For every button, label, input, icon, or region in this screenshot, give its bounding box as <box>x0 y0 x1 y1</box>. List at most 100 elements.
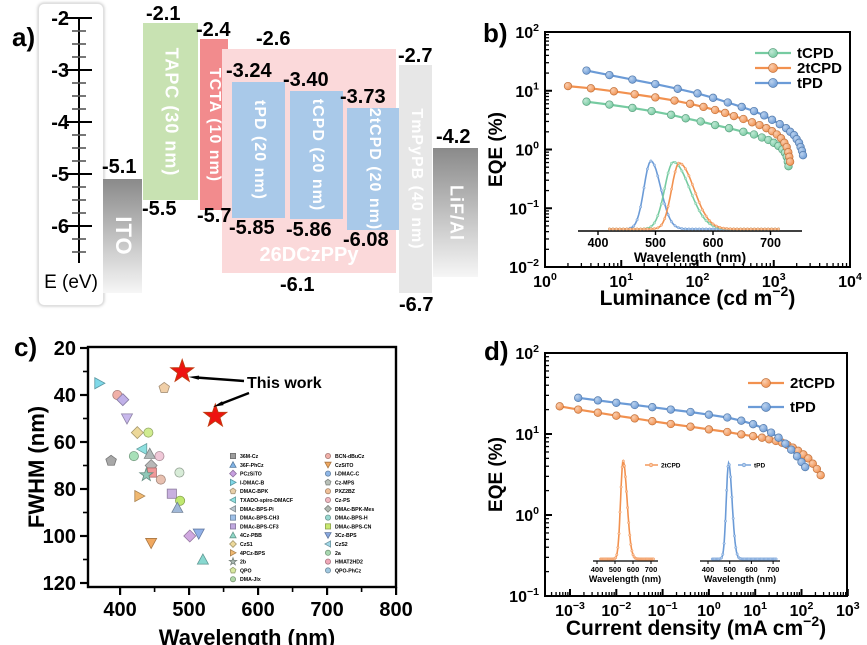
svg-text:101: 101 <box>515 424 539 444</box>
svg-text:3Cz-BPS: 3Cz-BPS <box>335 533 357 539</box>
svg-text:tPD: tPD <box>790 399 816 416</box>
svg-text:DMAC-BPK: DMAC-BPK <box>240 489 268 495</box>
svg-text:40: 40 <box>54 385 76 407</box>
eqe-vs-luminance-chart: 100 101 102 103 104 102 101 100 10−1 10−2 Luminanc… <box>486 22 862 310</box>
svg-text:4Cz-PBB: 4Cz-PBB <box>240 533 262 539</box>
svg-text:101: 101 <box>515 81 539 101</box>
layer-tmpypb: TmPyPB (40 nm) <box>399 65 432 293</box>
svg-text:tPD: tPD <box>754 463 766 470</box>
layer-tcpd: tCPD (20 nm) <box>290 91 343 219</box>
svg-text:DMA-Jlx: DMA-Jlx <box>240 577 261 583</box>
svg-text:-3: -3 <box>51 60 69 82</box>
layer-tcta-label: TCTA (10 nm) <box>206 67 223 182</box>
panel-c-tag: c) <box>14 332 38 362</box>
panel-b-tag: b) <box>483 18 508 48</box>
energy-label: -2.6 <box>256 28 291 50</box>
axes: 400 500 600 700 800 20 40 60 80 100 120 Wavelength … <box>24 338 413 645</box>
svg-text:Wavelength (nm): Wavelength (nm) <box>704 574 776 584</box>
energy-label: -5.86 <box>286 219 332 241</box>
svg-text:EQE (%): EQE (%) <box>486 112 507 187</box>
energy-level-diagram: -2 -3 -4 -5 -6 E (eV) ITO TAPC (30 nm) TCTA (10… <box>0 0 480 322</box>
energy-label: -6.1 <box>280 274 315 296</box>
svg-text:500: 500 <box>172 599 205 621</box>
svg-text:-2: -2 <box>51 8 69 30</box>
layer-tapc-label: TAPC (30 nm) <box>161 47 181 176</box>
layer-tpd: tPD (20 nm) <box>232 82 285 218</box>
layer-lifal: LiF/Al <box>433 148 478 277</box>
svg-text:10−1: 10−1 <box>648 600 678 620</box>
svg-text:104: 104 <box>838 271 862 291</box>
energy-label: -3.73 <box>340 86 386 108</box>
energy-label: -6.08 <box>343 229 389 251</box>
svg-text:2tCPD: 2tCPD <box>661 463 681 470</box>
svg-text:102: 102 <box>686 271 710 291</box>
this-work-annotation: This work <box>169 357 322 428</box>
svg-text:100: 100 <box>515 505 539 525</box>
svg-text:l-DMAC-C: l-DMAC-C <box>335 472 359 478</box>
layer-tcpd-label: tCPD (20 nm) <box>308 98 326 212</box>
axes: 100 101 102 103 104 102 101 100 10−1 10−2 Luminanc… <box>486 22 862 310</box>
svg-text:700: 700 <box>767 565 780 574</box>
energy-label: -2.4 <box>196 19 231 41</box>
svg-text:10−1: 10−1 <box>509 198 539 218</box>
svg-text:This work: This work <box>247 375 322 392</box>
svg-text:400: 400 <box>591 565 604 574</box>
svg-text:Current density (mA cm−2): Current density (mA cm−2) <box>566 613 826 640</box>
svg-text:tPD: tPD <box>797 75 823 92</box>
svg-text:-6: -6 <box>51 216 69 238</box>
layer-ito-label: ITO <box>110 216 136 256</box>
svg-text:TXADO-spiro-DMACF: TXADO-spiro-DMACF <box>240 498 293 504</box>
svg-text:-4: -4 <box>51 112 70 134</box>
svg-text:102: 102 <box>515 343 539 363</box>
svg-text:100: 100 <box>43 526 76 548</box>
svg-text:101: 101 <box>609 271 633 291</box>
svg-text:600: 600 <box>241 599 274 621</box>
emitter-legend: 36M-Cz 36F-PhCz PCzSiTO l-DMAC-B DMAC-BPK TXA… <box>228 452 374 583</box>
series <box>563 66 808 171</box>
series <box>555 393 825 480</box>
legend: 2tCPD tPD <box>748 375 835 416</box>
svg-text:10−3: 10−3 <box>555 600 585 620</box>
svg-text:20: 20 <box>54 338 76 360</box>
svg-text:400: 400 <box>103 599 136 621</box>
svg-text:QPO-PhCz: QPO-PhCz <box>335 568 362 574</box>
svg-text:l-DMAC-B: l-DMAC-B <box>240 480 264 486</box>
svg-text:600: 600 <box>627 565 640 574</box>
svg-text:800: 800 <box>379 599 412 621</box>
svg-text:Luminance (cd m−2): Luminance (cd m−2) <box>600 283 796 310</box>
layer-2tcpd-label: 2tCPD (20 nm) <box>365 107 383 231</box>
svg-text:CzSiTO: CzSiTO <box>335 463 353 469</box>
svg-text:700: 700 <box>645 565 658 574</box>
svg-text:600: 600 <box>703 236 724 250</box>
svg-text:Wavelength (nm): Wavelength (nm) <box>634 249 746 265</box>
svg-text:4PCz-BPS: 4PCz-BPS <box>240 551 266 557</box>
svg-text:60: 60 <box>54 432 76 454</box>
energy-label: -3.40 <box>283 69 329 91</box>
svg-text:PCzSiTO: PCzSiTO <box>240 472 262 478</box>
svg-text:10−1: 10−1 <box>509 586 539 606</box>
svg-text:tCPD: tCPD <box>797 45 834 62</box>
panel-a-tag: a) <box>12 22 36 52</box>
el-spectra-inset: 400 500 600 700 Wavelength (nm) <box>578 159 802 265</box>
svg-text:500: 500 <box>609 565 622 574</box>
svg-text:10−2: 10−2 <box>601 600 631 620</box>
svg-text:2b: 2b <box>240 560 246 566</box>
svg-text:PXZ2BZ: PXZ2BZ <box>335 489 356 495</box>
svg-text:101: 101 <box>743 600 767 620</box>
axes: 10−3 10−2 10−1 100 101 102 10310210110010−1Cur… <box>486 343 860 640</box>
scatter-points <box>94 377 210 565</box>
svg-text:E (eV): E (eV) <box>44 272 98 293</box>
svg-text:100: 100 <box>533 271 557 291</box>
energy-label: -2.7 <box>398 45 433 67</box>
svg-text:2a: 2a <box>335 551 341 557</box>
svg-text:Wavelength (nm): Wavelength (nm) <box>589 574 661 584</box>
layer-tpd-label: tPD (20 nm) <box>250 100 268 200</box>
energy-label: -4.2 <box>436 126 471 148</box>
svg-text:120: 120 <box>43 573 76 595</box>
svg-text:Cz-PS: Cz-PS <box>335 498 351 504</box>
svg-text:CzS1: CzS1 <box>240 542 253 548</box>
svg-text:2tCPD: 2tCPD <box>797 60 842 77</box>
